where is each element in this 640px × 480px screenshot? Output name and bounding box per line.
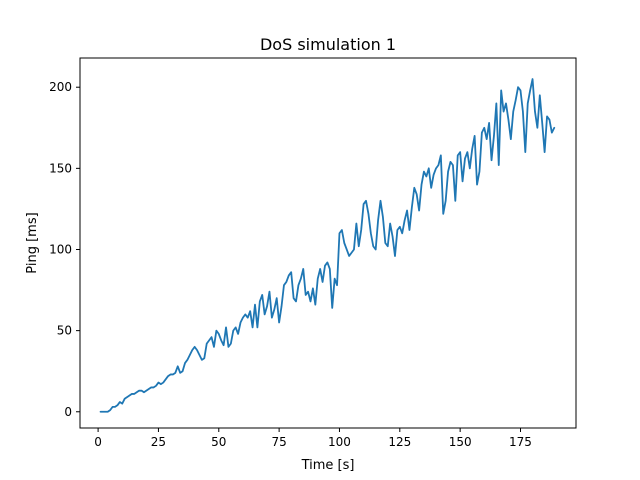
x-tick-label: 175 xyxy=(509,435,532,449)
y-tick-label: 0 xyxy=(64,405,72,419)
x-tick-label: 25 xyxy=(151,435,166,449)
x-tick-label: 75 xyxy=(271,435,286,449)
x-tick-label: 0 xyxy=(94,435,102,449)
x-tick-label: 150 xyxy=(449,435,472,449)
series-line-0 xyxy=(99,78,556,413)
y-axis-label: Ping [ms] xyxy=(25,212,40,273)
series-layer xyxy=(99,78,556,413)
y-tick-label: 100 xyxy=(49,242,72,256)
y-tick-label: 150 xyxy=(49,161,72,175)
y-ticks: 0 50 100 150 200 xyxy=(49,80,80,419)
plot-frame xyxy=(79,57,577,429)
x-axis-label: Time [s] xyxy=(301,458,355,473)
plot-area xyxy=(80,58,576,428)
x-ticks: 0 25 50 75 100 125 150 175 xyxy=(94,428,532,449)
chart-title: DoS simulation 1 xyxy=(260,35,396,54)
y-tick-label: 200 xyxy=(49,80,72,94)
x-tick-label: 100 xyxy=(328,435,351,449)
y-tick-label: 50 xyxy=(57,324,72,338)
x-tick-label: 50 xyxy=(211,435,226,449)
x-tick-label: 125 xyxy=(388,435,411,449)
